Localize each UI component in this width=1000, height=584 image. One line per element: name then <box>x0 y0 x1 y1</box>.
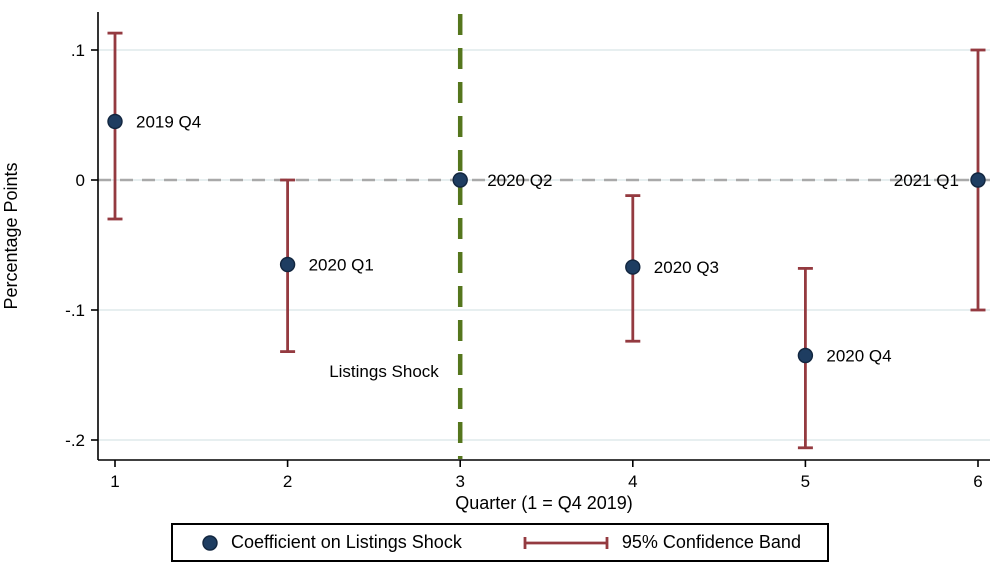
point-label: 2021 Q1 <box>894 171 959 190</box>
data-marks-layer <box>107 31 986 450</box>
x-tick-label: 5 <box>801 472 810 491</box>
legend-item-ci: 95% Confidence Band <box>520 532 801 553</box>
labels-layer: 2019 Q4 2020 Q1 2020 Q2 2020 Q3 2020 Q4 2021 … <box>136 113 959 382</box>
x-axis-title: Quarter (1 = Q4 2019) <box>455 493 633 513</box>
y-tick-label: .1 <box>71 41 85 60</box>
legend-label-ci: 95% Confidence Band <box>621 532 801 552</box>
coefficient-dot-icon <box>202 534 218 551</box>
shock-annotation: Listings Shock <box>329 362 439 381</box>
coefficient-point <box>970 172 986 188</box>
coefficient-point <box>625 259 641 275</box>
coefficient-point <box>107 113 123 130</box>
legend-item-coefficient: Coefficient on Listings Shock <box>199 532 462 553</box>
legend-box: Coefficient on Listings Shock 95% Confid… <box>171 523 829 562</box>
legend: Coefficient on Listings Shock 95% Confid… <box>0 523 1000 562</box>
plot-canvas: .1 0 -.1 -.2 1 2 3 4 5 6 2019 Q4 2020 Q1 2020 Q2 202… <box>1 12 990 513</box>
y-tick-label: 0 <box>76 171 85 190</box>
coefficient-point <box>279 256 296 273</box>
coefficient-point <box>452 172 468 188</box>
point-label: 2020 Q1 <box>309 256 374 275</box>
x-tick-label: 2 <box>283 472 292 491</box>
point-label: 2020 Q3 <box>654 258 719 277</box>
legend-label-coefficient: Coefficient on Listings Shock <box>231 532 462 552</box>
x-tick-label: 3 <box>455 472 464 491</box>
y-axis-title: Percentage Points <box>1 162 21 309</box>
x-tick-label: 6 <box>973 472 982 491</box>
point-label: 2019 Q4 <box>136 113 201 132</box>
x-tick-label: 1 <box>110 472 119 491</box>
gridlines-layer <box>98 49 990 441</box>
axes-layer: .1 0 -.1 -.2 1 2 3 4 5 6 <box>65 12 990 491</box>
x-tick-label: 4 <box>628 472 637 491</box>
coefficient-point <box>797 347 814 364</box>
point-label: 2020 Q2 <box>487 171 552 190</box>
confidence-band-icon <box>523 536 609 549</box>
point-label: 2020 Q4 <box>826 347 891 366</box>
y-tick-label: -.1 <box>65 301 85 320</box>
reference-lines-layer <box>98 14 990 459</box>
y-tick-label: -.2 <box>65 431 85 450</box>
